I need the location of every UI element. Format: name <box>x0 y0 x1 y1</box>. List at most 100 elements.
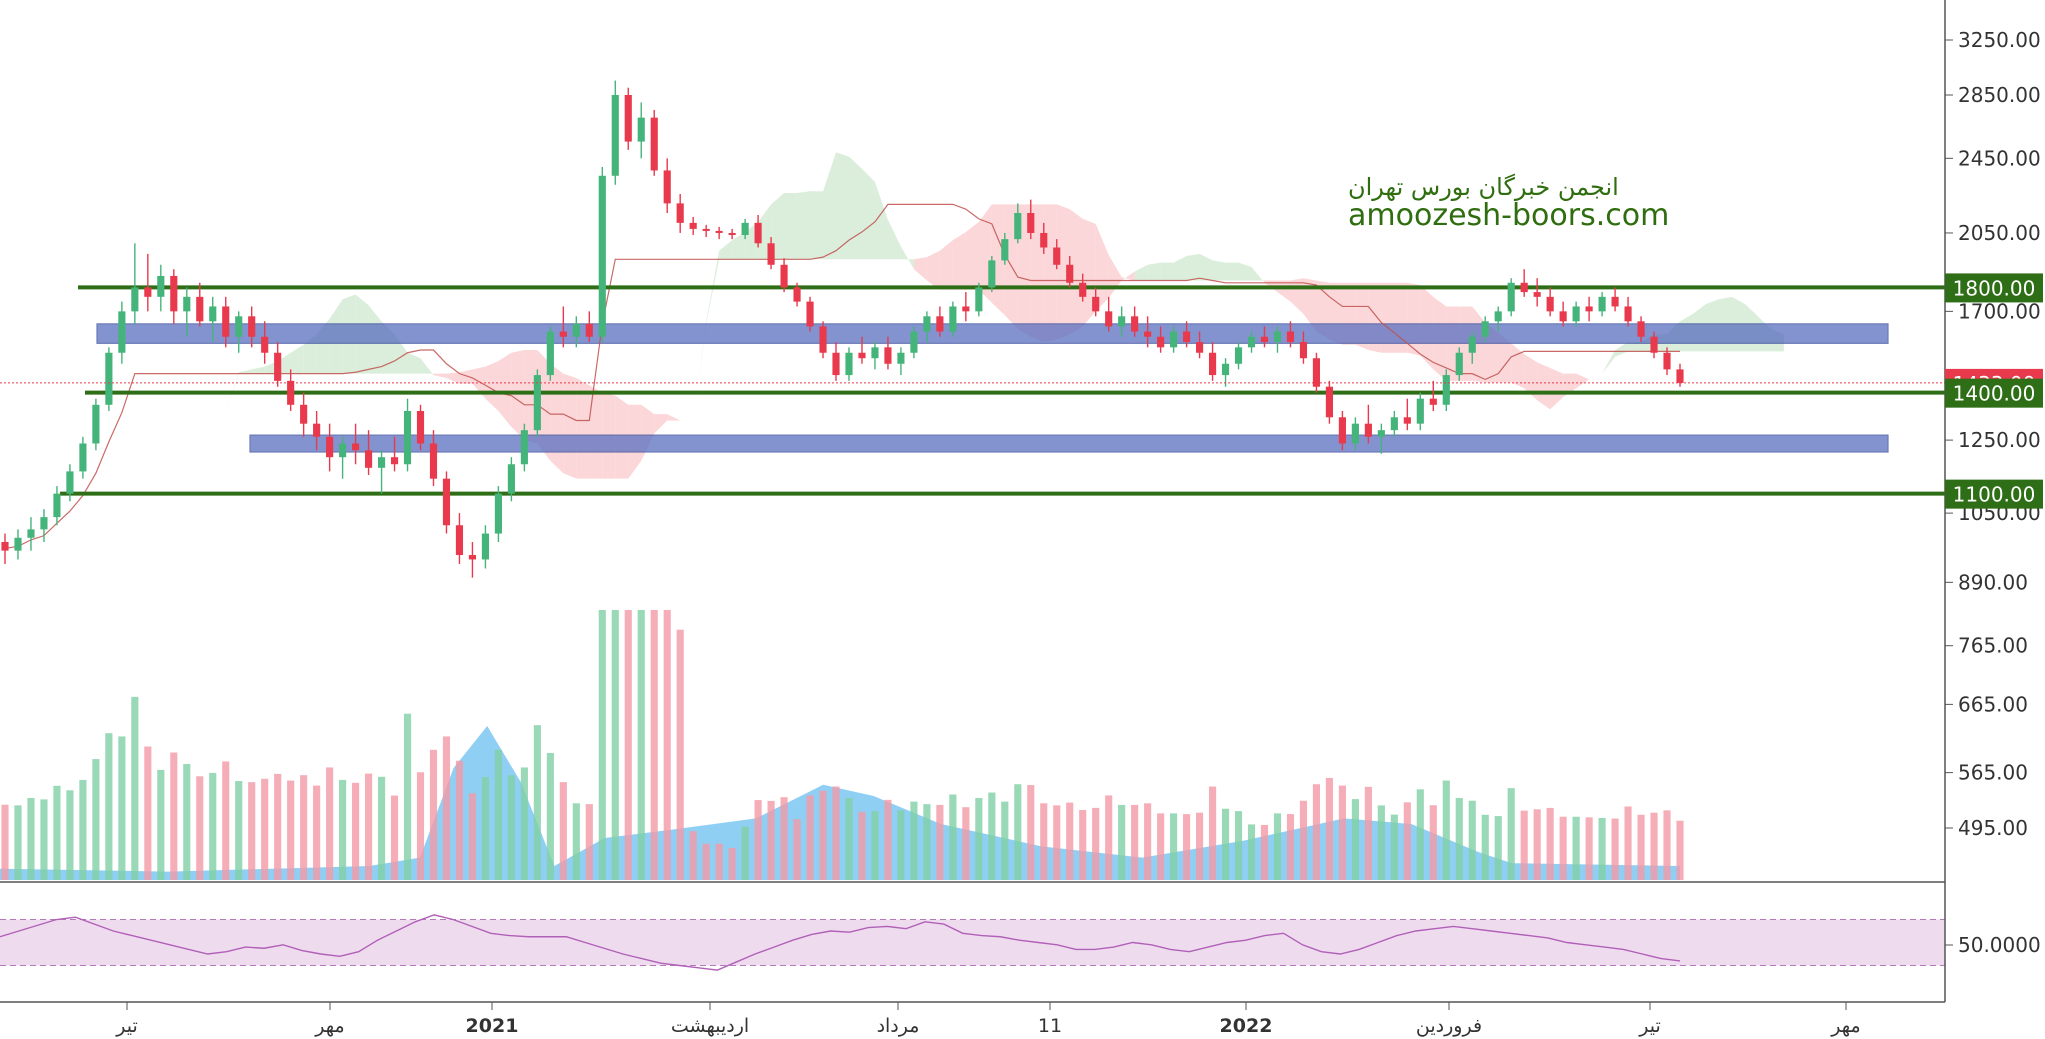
volume-bar <box>157 769 165 880</box>
candle-body <box>1676 369 1684 383</box>
volume-bar <box>1377 805 1385 880</box>
cloud-segment <box>394 334 408 374</box>
cloud-segment <box>160 511 174 524</box>
volume-bar <box>1157 813 1165 880</box>
candle-body <box>248 316 256 337</box>
candle-body <box>923 316 931 332</box>
candle-body <box>1001 239 1009 261</box>
candle-body <box>1364 423 1372 437</box>
x-tick-label: 2021 <box>466 1015 519 1037</box>
cloud-segment <box>913 257 927 281</box>
volume-bar <box>1144 803 1152 880</box>
cloud-segment <box>446 372 460 384</box>
volume-bar <box>1208 786 1217 880</box>
cloud-segment <box>939 240 953 290</box>
cloud-segment <box>836 152 849 260</box>
candle-body <box>183 296 191 312</box>
volume-bar <box>92 759 100 880</box>
candle-body <box>533 375 541 431</box>
cloud-segment <box>887 219 901 260</box>
candle-body <box>274 352 282 381</box>
rsi-panel <box>0 914 1945 971</box>
volume-bar <box>1507 788 1515 880</box>
candle-body <box>1092 296 1100 312</box>
y-tick-label: 765.00 <box>1958 634 2028 658</box>
volume-bar <box>209 772 217 880</box>
watermark: انجمن خبرگان بورس تهران amoozesh-boors.c… <box>1348 173 1669 233</box>
volume-bar <box>741 826 749 880</box>
cloud-segment <box>1069 209 1083 335</box>
volume-bar <box>819 790 827 880</box>
volume-bar <box>611 610 619 880</box>
candle-body <box>1066 264 1074 283</box>
volume-bar <box>1494 816 1502 880</box>
volume-bar <box>40 799 48 880</box>
candle-body <box>40 517 48 530</box>
cloud-segment <box>576 377 590 479</box>
candle-body <box>1196 342 1204 353</box>
volume-bar <box>27 797 35 880</box>
candle-body <box>819 326 827 353</box>
candle-body <box>1416 398 1424 424</box>
cloud-segment <box>667 414 681 421</box>
cloud-segment <box>407 352 421 374</box>
cloud-segment <box>784 193 798 260</box>
volume-bar <box>975 797 983 880</box>
volume-bar <box>533 725 541 880</box>
candle-body <box>494 493 502 534</box>
volume-bar <box>1170 813 1178 880</box>
volume-bar <box>559 782 567 880</box>
candle-body <box>66 471 74 494</box>
volume-histogram <box>0 610 1684 880</box>
volume-bar <box>481 777 489 880</box>
volume-bar <box>313 785 321 880</box>
cloud-segment <box>1615 342 1629 357</box>
volume-bar <box>390 795 399 880</box>
cloud-segment <box>848 156 862 260</box>
volume-bar <box>1079 809 1087 880</box>
candle-body <box>79 443 87 472</box>
candle-body <box>196 296 204 322</box>
candle-body <box>1131 316 1139 332</box>
volume-bar <box>637 610 645 880</box>
price-tag-box <box>1945 273 2043 303</box>
volume-bar <box>1559 816 1567 880</box>
price-tag-label: 1100.00 <box>1953 483 2036 507</box>
x-tick-label: تیر <box>115 1015 138 1037</box>
volume-bar <box>988 792 996 880</box>
volume-bar <box>1014 784 1022 880</box>
candle-body <box>1118 316 1126 327</box>
candle-body <box>1585 306 1593 312</box>
candle-body <box>702 228 710 231</box>
volume-bar <box>1118 804 1126 880</box>
volume-bar <box>118 736 126 880</box>
x-tick-label: 2022 <box>1220 1015 1273 1037</box>
cloud-segment <box>1550 367 1564 410</box>
candle-body <box>1559 311 1567 322</box>
volume-bar <box>1403 802 1411 880</box>
cloud-segment <box>1173 256 1187 281</box>
volume-bar <box>144 746 152 880</box>
candle-body <box>780 264 788 288</box>
candle-body <box>1663 352 1671 370</box>
volume-bar <box>871 811 879 880</box>
candle-body <box>1234 347 1243 364</box>
candle-body <box>131 287 139 312</box>
cloud-segment <box>1160 262 1174 281</box>
volume-bar <box>858 811 866 880</box>
y-tick-label: 2050.00 <box>1958 221 2041 245</box>
x-tick-label: اردیبهشت <box>671 1015 749 1037</box>
candle-body <box>442 478 451 526</box>
cloud-segment <box>1199 253 1213 281</box>
cloud-segment <box>1147 262 1161 281</box>
candle-body <box>988 260 996 288</box>
cloud-segment <box>485 360 499 411</box>
cloud-segment <box>965 221 979 290</box>
candle-body <box>598 175 606 337</box>
volume-bar <box>1131 804 1139 880</box>
volume-bar <box>196 776 204 880</box>
volume-bar <box>1585 817 1593 880</box>
candle-body <box>468 555 477 560</box>
volume-bar <box>1221 808 1230 880</box>
